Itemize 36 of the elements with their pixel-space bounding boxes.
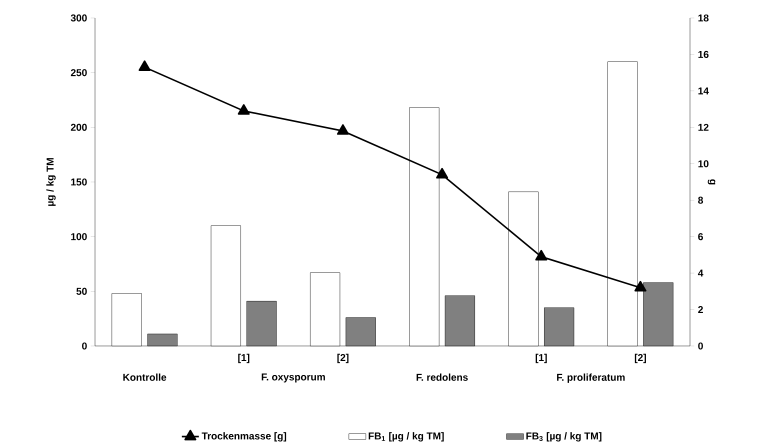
y2-tick-label: 8 [698, 196, 704, 204]
point [634, 280, 646, 292]
legend-label: Trockenmasse [g] [202, 432, 286, 442]
y2-tick-label: 12 [698, 124, 709, 131]
text: F. proliferatum [557, 374, 625, 383]
point [138, 60, 151, 71]
y2-tick-label: 0 [698, 342, 703, 350]
y2-tick-label: 4 [698, 270, 704, 277]
y-tick-label: 100 [71, 233, 87, 240]
x-tick-label: [2] [337, 354, 348, 364]
y2-axis-title: g [708, 179, 716, 184]
y-tick-label: 250 [70, 69, 87, 76]
y2-tick-label: 6 [698, 233, 703, 240]
legend-label: FB$_{1}$ [µg / kg TM] [368, 432, 444, 442]
text: F. redolens [416, 374, 468, 381]
x-tick-label: [2] [634, 354, 646, 364]
y-tick-label: 300 [70, 14, 87, 22]
y2-tick-label: 10 [698, 160, 709, 168]
y2-tick-label: 16 [698, 50, 709, 58]
legend-label: FB$_{3}$ [µg / kg TM] [526, 432, 602, 442]
y-tick-label: 0 [82, 342, 87, 350]
x-tick-label: [1] [238, 354, 250, 364]
y-axis-title: µg / kg TM [46, 158, 56, 206]
y2-tick-label: 14 [698, 87, 709, 94]
y2-tick-label: 18 [698, 14, 709, 22]
point [436, 168, 448, 178]
point [535, 250, 548, 260]
y-tick-label: 200 [70, 124, 87, 131]
point [238, 104, 250, 115]
y-tick-label: 150 [71, 178, 87, 186]
point [336, 124, 349, 135]
y2-tick-label: 2 [698, 306, 703, 314]
text: Kontrolle [123, 374, 166, 381]
x-tick-label: [1] [536, 354, 547, 364]
y-tick-label: 50 [76, 288, 87, 295]
text: F. oxysporum [262, 374, 325, 382]
